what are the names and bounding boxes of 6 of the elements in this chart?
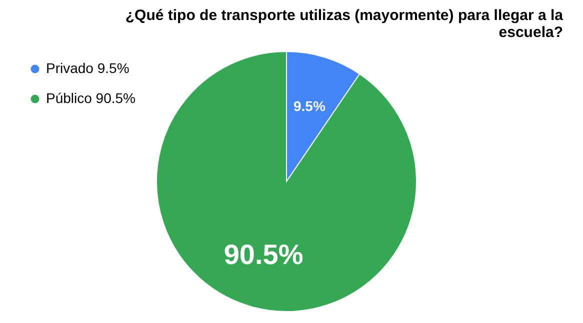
legend-label: Privado 9.5%: [46, 60, 130, 76]
pie-slice: [156, 51, 417, 312]
data-label: 9.5%: [293, 98, 326, 114]
chart-title: ¿Qué tipo de transporte utilizas (mayormente) para llegar a la escuela?: [125, 7, 564, 41]
data-label: 90.5%: [224, 239, 304, 270]
legend-label: Público 90.5%: [46, 90, 136, 106]
